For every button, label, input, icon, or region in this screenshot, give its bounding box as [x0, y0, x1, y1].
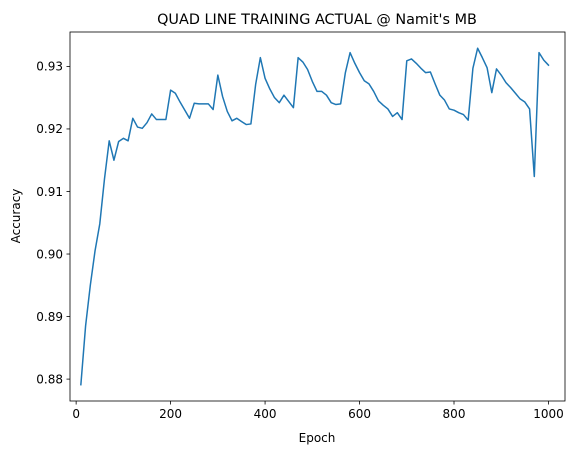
y-tick-label: 0.88: [36, 372, 63, 386]
y-tick-label: 0.89: [36, 310, 63, 324]
x-axis-ticks: 0 200 400 600 800 1000: [72, 401, 564, 421]
axes-frame: [69, 31, 566, 402]
x-tick-label: 400: [254, 407, 277, 421]
x-tick-label: 1000: [533, 407, 564, 421]
plot-area: [69, 31, 566, 402]
series-layer: [80, 47, 550, 386]
y-tick-label: 0.90: [36, 247, 63, 261]
y-tick-label: 0.93: [36, 60, 63, 74]
x-tick-label: 600: [348, 407, 371, 421]
x-tick-label: 0: [72, 407, 80, 421]
y-tick-label: 0.91: [36, 185, 63, 199]
x-tick-label: 800: [443, 407, 466, 421]
y-axis-label: Accuracy: [9, 189, 23, 244]
x-axis-label: Epoch: [299, 431, 336, 445]
x-tick-label: 200: [159, 407, 182, 421]
chart-title: QUAD LINE TRAINING ACTUAL @ Namit's MB: [157, 12, 477, 28]
y-axis-ticks: 0.88 0.89 0.90 0.91 0.92 0.93: [36, 60, 70, 386]
series-line-0: [80, 47, 550, 386]
y-tick-label: 0.92: [36, 122, 63, 136]
